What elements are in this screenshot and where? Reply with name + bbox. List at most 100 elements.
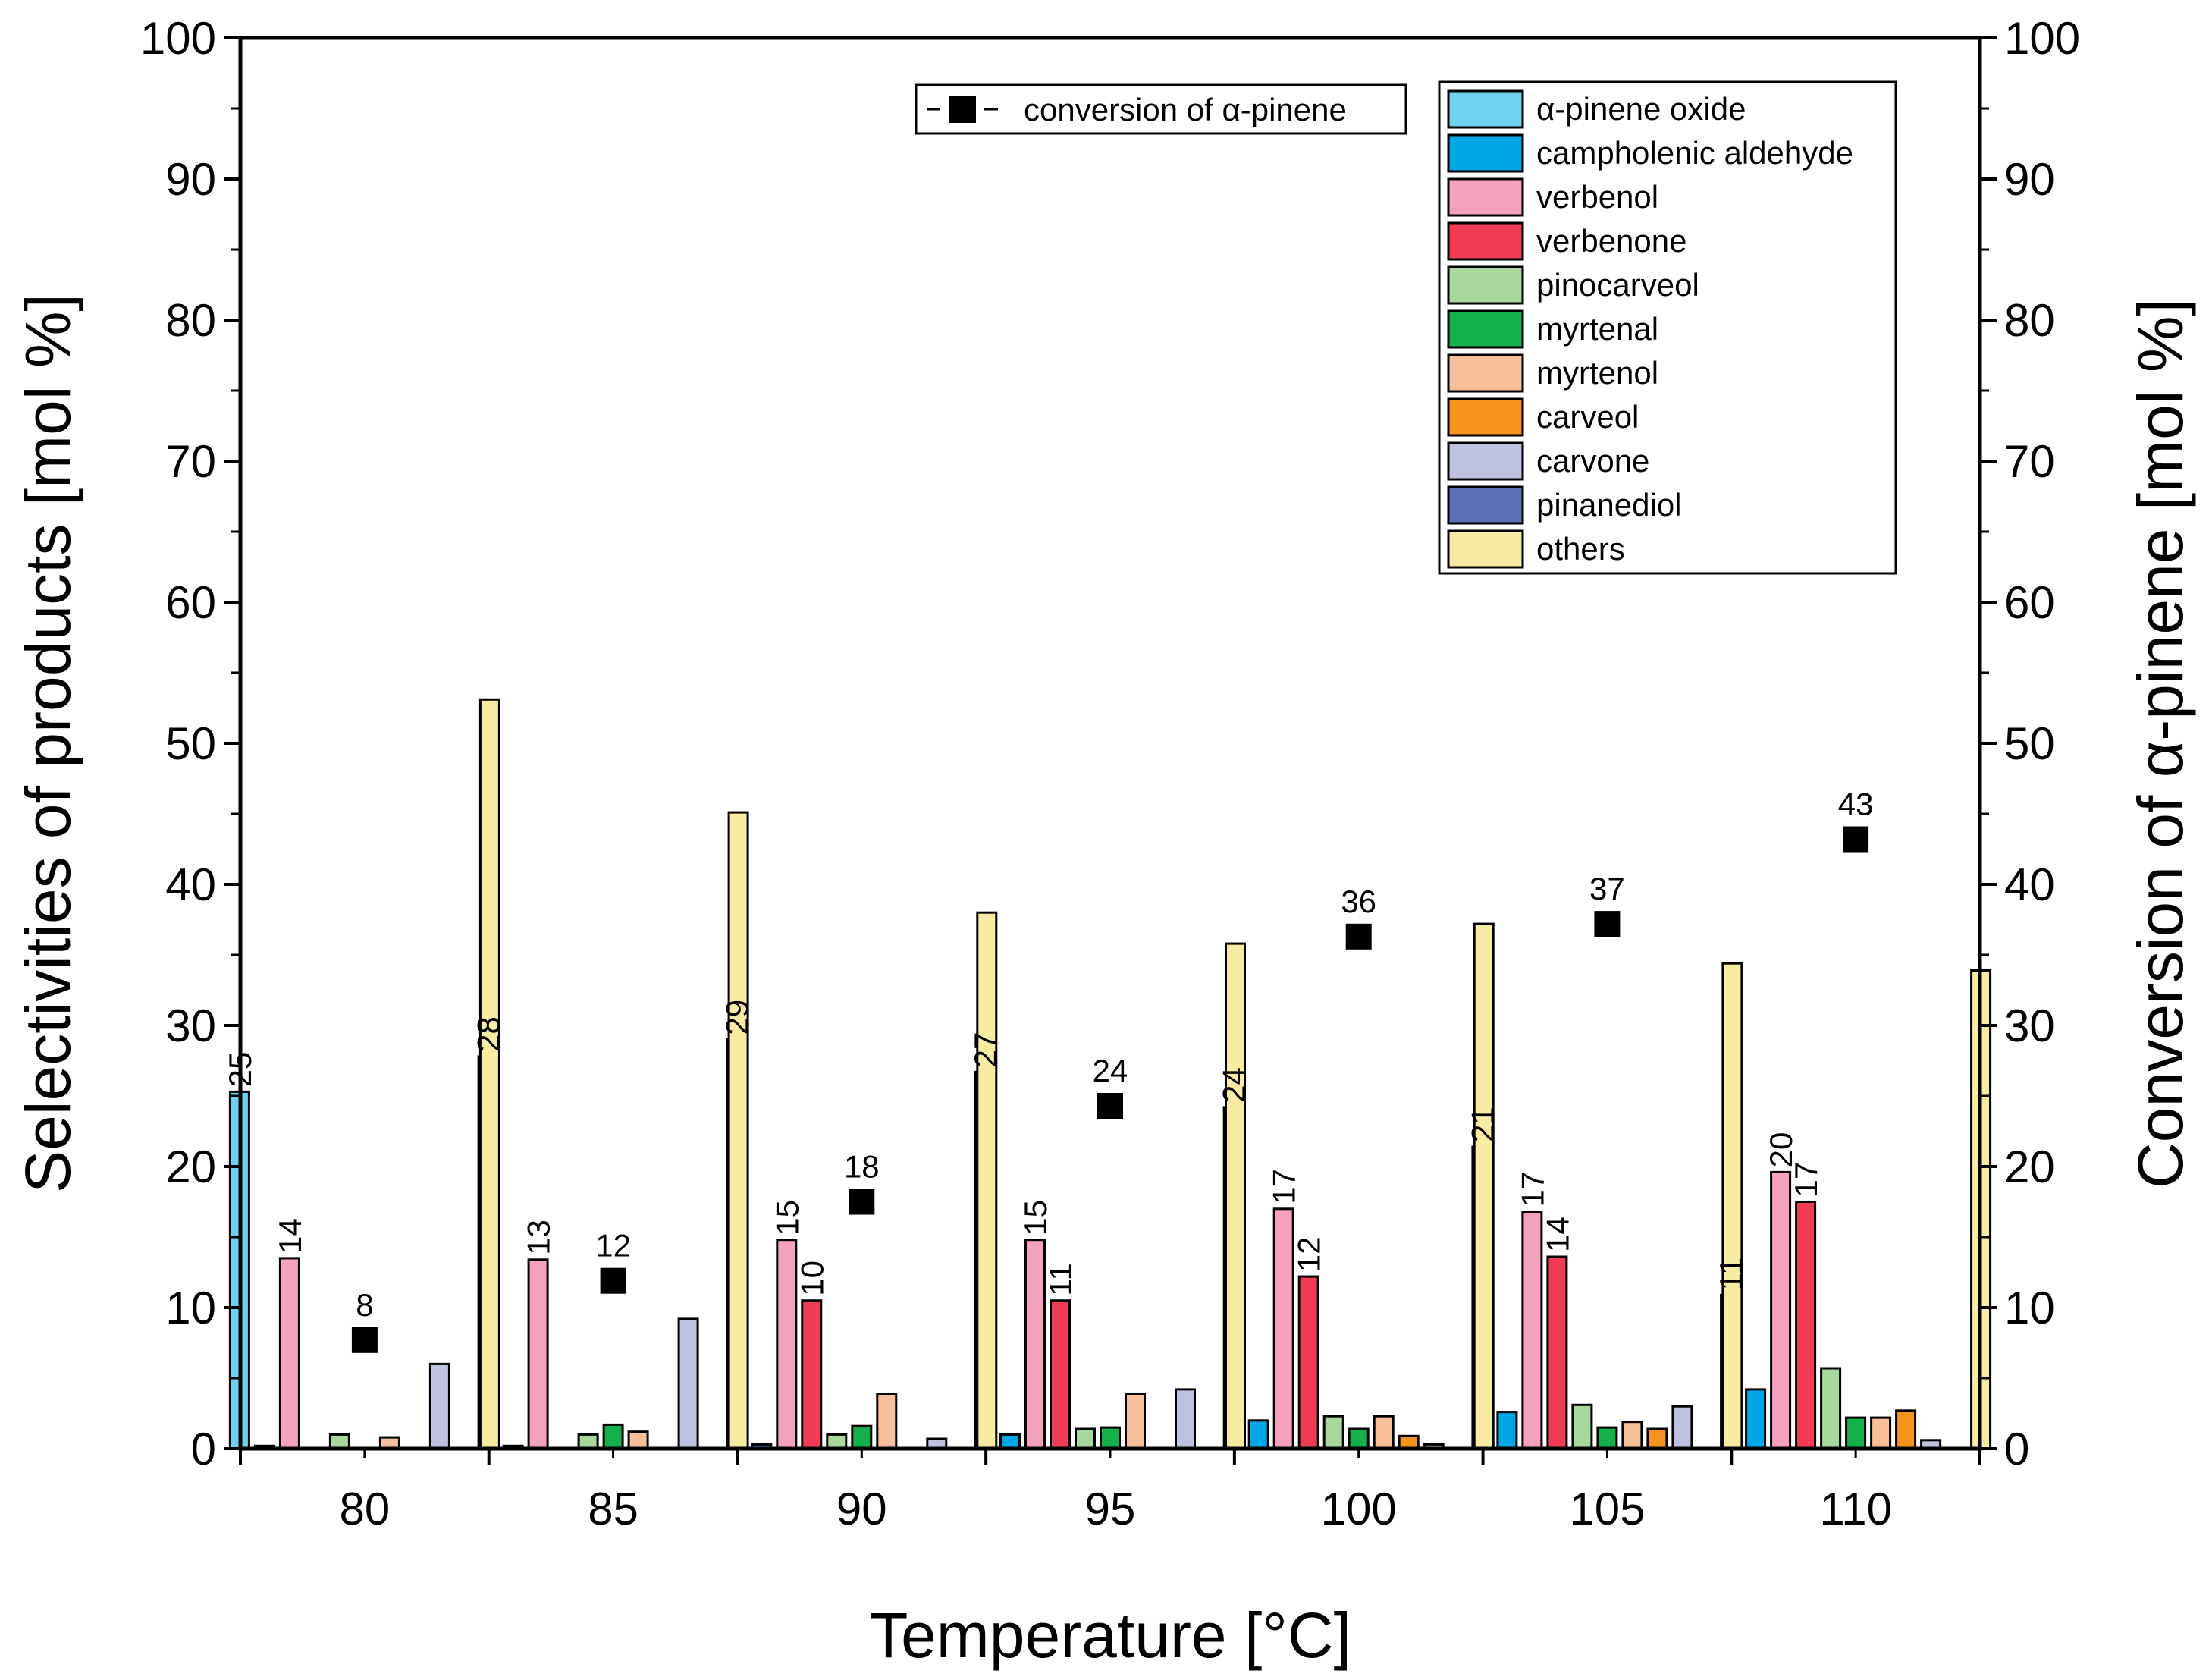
- bar-6-6: [1870, 1416, 1892, 1450]
- legend-swatch-9: [1447, 485, 1524, 525]
- legend-swatch-8: [1447, 441, 1524, 481]
- bar-2-4: [1272, 1207, 1294, 1450]
- y-tick-label-left-0: 0: [191, 1424, 216, 1474]
- y-tick-label-left-4: 40: [165, 859, 216, 910]
- points-layer: 8 12 18 24 36 37 43: [351, 787, 1873, 1353]
- bar-1-4: [1247, 1419, 1269, 1450]
- bar-10-5: [1721, 962, 1743, 1450]
- legend-swatch-2: [1447, 177, 1524, 217]
- bar-8-0: [428, 1362, 450, 1450]
- legend-label-10: others: [1536, 531, 1625, 567]
- legend-label-6: myrtenol: [1536, 355, 1658, 391]
- bar-label-0-2: 29: [719, 1000, 755, 1035]
- bar-1-3: [999, 1433, 1021, 1450]
- legend-conversion-marker: [949, 96, 976, 123]
- conversion-point-5: [1594, 911, 1621, 937]
- bar-label-3-6: 17: [1788, 1162, 1824, 1198]
- legend-products: α-pinene oxide campholenic aldehyde verben…: [1438, 80, 1897, 575]
- x-axis-title: Temperature [°C]: [869, 1600, 1351, 1671]
- bar-label-2-5: 17: [1514, 1172, 1550, 1207]
- bar-7-6: [1895, 1409, 1917, 1450]
- bar-5-1: [602, 1423, 624, 1450]
- y-tick-label-right-5: 50: [2004, 718, 2055, 769]
- bar-2-3: [1024, 1239, 1046, 1450]
- x-tick-label-4: 100: [1321, 1484, 1397, 1534]
- y-tick-label-left-10: 100: [140, 13, 216, 64]
- bar-label-2-6: 20: [1763, 1132, 1799, 1168]
- legend-label-9: pinanediol: [1536, 487, 1682, 523]
- x-tick-label-0: 80: [339, 1484, 390, 1534]
- bar-label-2-3: 15: [1018, 1200, 1053, 1236]
- conversion-point-0: [351, 1327, 378, 1353]
- bar-2-6: [1770, 1170, 1792, 1450]
- bar-4-6: [1820, 1367, 1842, 1450]
- bar-label-2-4: 17: [1266, 1169, 1302, 1204]
- y-tick-label-right-4: 40: [2004, 859, 2055, 910]
- bar-label-0-4: 24: [1216, 1067, 1252, 1103]
- bar-label-2-0: 14: [272, 1218, 308, 1254]
- conversion-label-0: 8: [356, 1287, 373, 1323]
- bar-6-4: [1373, 1415, 1395, 1450]
- x-tick-label-6: 110: [1819, 1484, 1892, 1534]
- y-tick-label-right-6: 60: [2004, 577, 2055, 628]
- legend-swatch-3: [1447, 221, 1524, 261]
- bar-1-6: [1745, 1388, 1767, 1450]
- bar-10-0: [478, 698, 500, 1450]
- bar-5-4: [1348, 1427, 1370, 1450]
- bar-1-5: [1496, 1411, 1518, 1450]
- bar-6-5: [1621, 1421, 1643, 1450]
- bar-label-2-1: 13: [521, 1220, 557, 1255]
- bar-10-3: [1225, 942, 1246, 1450]
- bar-5-5: [1596, 1426, 1618, 1450]
- conversion-point-2: [849, 1189, 875, 1215]
- bar-2-2: [776, 1239, 798, 1450]
- legend-conversion: conversion of α-pinene: [915, 83, 1407, 135]
- legend-label-5: myrtenal: [1536, 311, 1658, 347]
- legend-label-8: carvone: [1536, 443, 1649, 479]
- bar-6-3: [1125, 1393, 1146, 1450]
- bar-10-2: [976, 911, 998, 1450]
- bar-4-0: [328, 1433, 350, 1450]
- y-tick-label-left-9: 90: [165, 154, 216, 205]
- y-tick-label-left-1: 10: [165, 1283, 216, 1333]
- bar-4-4: [1322, 1415, 1344, 1450]
- conversion-label-1: 12: [595, 1228, 631, 1264]
- x-tick-label-5: 105: [1569, 1484, 1645, 1534]
- conversion-label-5: 37: [1589, 871, 1625, 906]
- bar-6-1: [627, 1430, 649, 1450]
- y-tick-label-left-3: 30: [165, 1000, 216, 1051]
- bar-3-4: [1297, 1275, 1319, 1450]
- legend-swatch-5: [1447, 309, 1524, 349]
- conversion-label-4: 36: [1341, 884, 1376, 919]
- bar-label-0-5: 21: [1464, 1107, 1500, 1142]
- bar-label-3-3: 11: [1043, 1263, 1078, 1296]
- bar-8-1: [677, 1317, 699, 1450]
- legend-label-7: carveol: [1536, 399, 1639, 435]
- bar-label-2-2: 15: [769, 1200, 805, 1236]
- legend-swatch-1: [1447, 133, 1524, 173]
- y-tick-label-right-2: 20: [2004, 1141, 2055, 1192]
- conversion-label-3: 24: [1093, 1053, 1128, 1088]
- legend-swatch-6: [1447, 353, 1524, 393]
- bar-4-5: [1571, 1403, 1593, 1450]
- bar-3-5: [1546, 1255, 1568, 1450]
- bar-3-3: [1050, 1299, 1071, 1450]
- legend-label-3: verbenone: [1536, 223, 1687, 259]
- bar-5-6: [1845, 1416, 1867, 1450]
- conversion-point-6: [1843, 826, 1869, 853]
- y-axis-title-left: Selectivities of products [mol %]: [12, 294, 83, 1193]
- y-tick-label-right-3: 30: [2004, 1000, 2055, 1051]
- bar-8-3: [1175, 1388, 1196, 1450]
- legend-swatch-10: [1447, 529, 1524, 569]
- y-tick-label-left-6: 60: [165, 577, 216, 628]
- bar-label-3-4: 12: [1291, 1236, 1327, 1272]
- axes-layer: 0 0 10 10 20 20 30 30 40 40 50 50 60 60 70 70 80 80 90 90 10…: [140, 13, 2080, 1534]
- bar-label-0-1: 28: [471, 1016, 507, 1052]
- y-tick-label-right-10: 100: [2004, 13, 2080, 64]
- y-tick-label-right-8: 80: [2004, 295, 2055, 346]
- bar-10-4: [1473, 922, 1495, 1450]
- legend-label-2: verbenol: [1536, 179, 1658, 215]
- y-tick-label-left-5: 50: [165, 718, 216, 769]
